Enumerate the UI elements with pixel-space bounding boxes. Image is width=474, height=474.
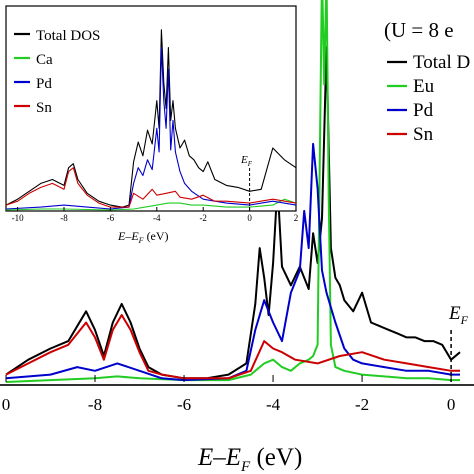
inset-legend-label: Sn [36, 100, 52, 116]
inset-x-tick-label: 0 [247, 213, 252, 223]
main-series-total-d [5, 46, 461, 380]
inset-legend-label: Ca [36, 52, 53, 68]
main-legend-label: Eu [413, 76, 435, 97]
main-legend-label: Total D [413, 52, 470, 73]
main-legend-label: Sn [413, 124, 434, 145]
main-x-tick-label: -6 [177, 395, 191, 414]
inset-series-ca [5, 198, 297, 211]
inset-x-tick-label: -8 [60, 213, 68, 223]
main-legend: Total D Eu Pd Sn [387, 52, 470, 145]
main-plot-frame [0, 384, 474, 386]
inset-x-tick-label: -4 [153, 213, 161, 223]
inset-x-axis-title: E–EF (eV) [117, 229, 169, 245]
main-fermi-label: EF [448, 303, 469, 327]
inset-legend: Total DOS Ca Pd Sn [14, 28, 100, 116]
main-x-tick-label: 0 [2, 395, 11, 414]
inset-fermi-label: EF [240, 154, 253, 168]
inset-x-tick-label: -6 [107, 213, 115, 223]
inset-legend-label: Pd [36, 76, 52, 92]
main-series-pd [5, 142, 460, 382]
main-u-annotation: (U = 8 e [384, 18, 454, 42]
inset-plot: -10 -8 -6 -4 -2 0 2 EF Total DOS Ca Pd Sn E–EF (e… [5, 5, 299, 245]
inset-legend-label: Total DOS [36, 28, 100, 44]
inset-x-tick-label: -2 [199, 213, 207, 223]
main-x-tick-label: -8 [88, 395, 102, 414]
inset-series-pd [5, 46, 297, 210]
inset-x-tick-label: -10 [12, 213, 24, 223]
main-x-tick-label: -2 [355, 395, 369, 414]
main-x-tick-label: 0 [447, 395, 456, 414]
inset-x-tick-label: 2 [294, 213, 299, 223]
main-x-axis-title: E–EF (eV) [197, 444, 302, 474]
main-legend-label: Pd [413, 100, 434, 121]
main-x-tick-label: -4 [266, 395, 281, 414]
inset-series-total-dos [5, 29, 297, 208]
inset-series-sn [5, 167, 297, 208]
inset-background [5, 5, 297, 212]
